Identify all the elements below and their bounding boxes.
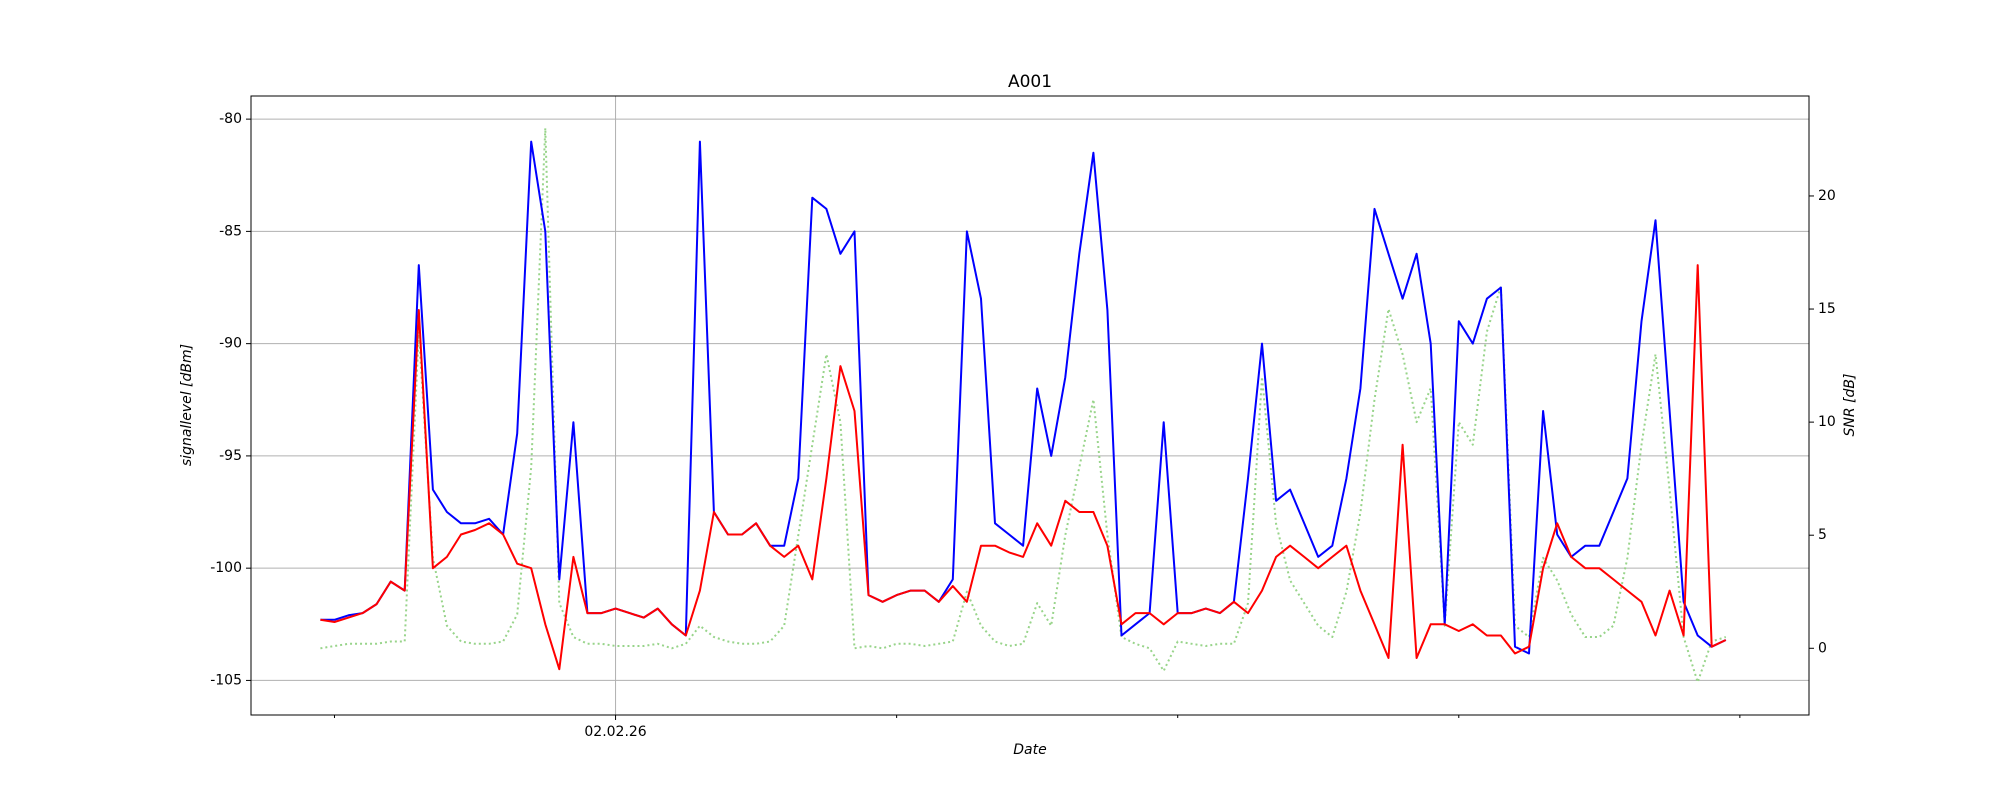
y2-axis-label: SNR [dB] — [1842, 374, 1858, 437]
series-line — [320, 140, 1727, 655]
y-tick-label: -95 — [219, 448, 242, 464]
x-tick-label: 02.02.26 — [584, 724, 646, 740]
y-axis-label: signallevel [dBm] — [179, 344, 195, 466]
y-tick-label: -100 — [210, 560, 242, 576]
series-line — [320, 264, 1727, 671]
plot-frame — [250, 95, 1810, 716]
series-line — [320, 127, 1727, 684]
chart-title: A001 — [1008, 72, 1052, 92]
y-tick-label: -90 — [219, 336, 242, 352]
y2-tick-label: 5 — [1818, 527, 1827, 543]
y2-tick-label: 10 — [1818, 414, 1836, 430]
y-tick-label: -85 — [219, 223, 242, 239]
y-tick-label: -105 — [210, 672, 242, 688]
y-tick-label: -80 — [219, 111, 242, 127]
y2-tick-label: 0 — [1818, 640, 1827, 656]
x-axis-label: Date — [1013, 742, 1046, 758]
y2-tick-label: 20 — [1818, 188, 1836, 204]
y2-tick-label: 15 — [1818, 301, 1836, 317]
